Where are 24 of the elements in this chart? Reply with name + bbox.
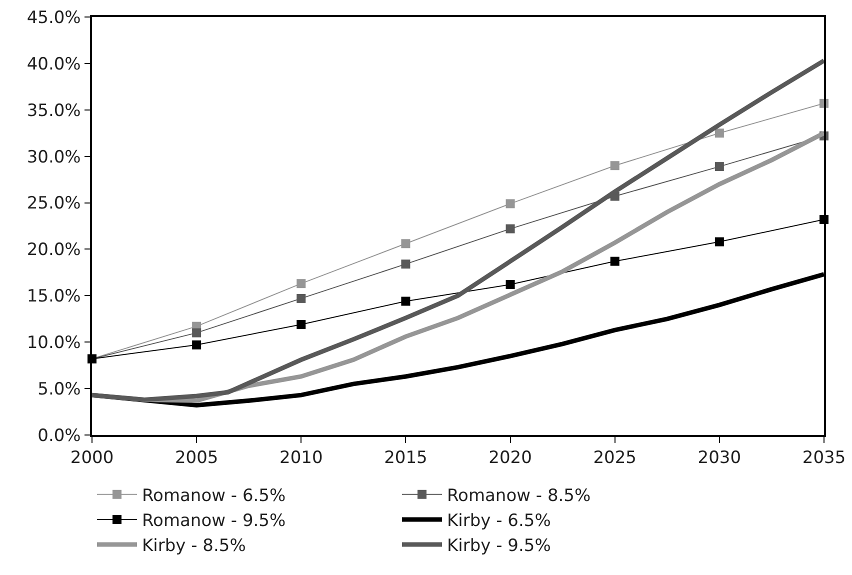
y-tick-label: 5.0% xyxy=(38,380,81,400)
x-tick-label: 2015 xyxy=(384,448,428,468)
x-tick-label: 2025 xyxy=(593,448,636,468)
legend-label: Kirby - 6.5% xyxy=(447,511,551,532)
y-tick-label: 25.0% xyxy=(26,194,81,214)
x-tick-label: 2000 xyxy=(70,448,114,468)
x-tick-label: 2010 xyxy=(280,448,323,468)
x-tick-label: 2035 xyxy=(802,448,846,468)
x-tick-label: 2020 xyxy=(488,448,532,468)
y-tick-label: 20.0% xyxy=(26,240,81,260)
legend-label: Romanow - 6.5% xyxy=(142,486,286,506)
legend-label: Romanow - 9.5% xyxy=(142,511,286,532)
y-tick-label: 0.0% xyxy=(38,426,81,446)
y-tick-label: 45.0% xyxy=(26,8,81,28)
legend-label: Kirby - 9.5% xyxy=(447,536,551,556)
y-tick-label: 10.0% xyxy=(26,333,81,354)
y-tick-label: 15.0% xyxy=(26,286,81,307)
x-tick-label: 2030 xyxy=(698,448,742,468)
y-tick-label: 35.0% xyxy=(26,100,81,121)
legend-label: Kirby - 8.5% xyxy=(142,536,246,556)
y-tick-label: 30.0% xyxy=(26,147,81,168)
y-tick-label: 40.0% xyxy=(26,54,81,74)
x-tick-label: 2005 xyxy=(174,448,218,468)
legend-label: Romanow - 8.5% xyxy=(447,486,591,506)
